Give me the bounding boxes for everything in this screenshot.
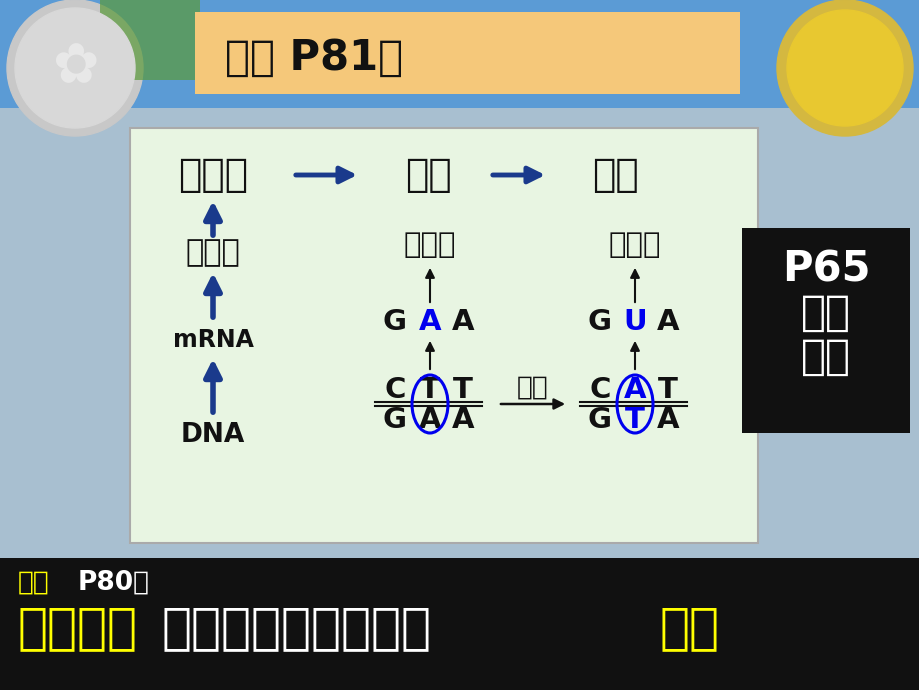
Text: A: A <box>451 406 473 434</box>
Text: DNA: DNA <box>181 422 244 448</box>
Text: G: G <box>382 308 406 336</box>
Text: G: G <box>587 406 611 434</box>
Text: 氨基酸: 氨基酸 <box>186 239 240 268</box>
Text: ：基因中一对碱基被: ：基因中一对碱基被 <box>162 604 432 652</box>
Text: mRNA: mRNA <box>173 328 253 352</box>
Bar <box>100 0 199 80</box>
Text: U: U <box>622 308 646 336</box>
Bar <box>0 558 919 690</box>
Text: 记录: 记录 <box>18 570 50 596</box>
Circle shape <box>786 10 902 126</box>
Text: A: A <box>451 308 473 336</box>
Text: A: A <box>418 406 441 434</box>
Text: 谷氨酸: 谷氨酸 <box>403 231 456 259</box>
Text: T: T <box>624 406 644 434</box>
Bar <box>0 0 919 120</box>
Bar <box>0 108 919 130</box>
Text: 密码: 密码 <box>800 292 850 334</box>
Text: ✿: ✿ <box>51 41 98 95</box>
Text: G: G <box>587 308 611 336</box>
Text: 正常: 正常 <box>404 156 451 194</box>
Circle shape <box>7 0 142 136</box>
Text: G: G <box>382 406 406 434</box>
Circle shape <box>15 8 135 128</box>
Text: 异常: 异常 <box>591 156 638 194</box>
Text: A: A <box>623 376 645 404</box>
Text: T: T <box>452 376 472 404</box>
Text: 缬氨酸: 缬氨酸 <box>608 231 661 259</box>
Text: 替换: 替换 <box>659 604 720 652</box>
Text: C: C <box>384 376 405 404</box>
Text: T: T <box>420 376 439 404</box>
Text: P65: P65 <box>781 248 869 290</box>
Text: 子表: 子表 <box>800 336 850 378</box>
Text: T: T <box>657 376 677 404</box>
Circle shape <box>777 0 912 136</box>
Text: 填写 P81：: 填写 P81： <box>225 37 403 79</box>
Text: 蛋白质: 蛋白质 <box>177 156 248 194</box>
Bar <box>742 228 909 433</box>
Text: A: A <box>656 308 678 336</box>
Text: P80：: P80： <box>78 570 150 596</box>
Text: 根本原因: 根本原因 <box>18 604 138 652</box>
Bar <box>195 12 739 94</box>
Text: C: C <box>589 376 610 404</box>
Text: A: A <box>418 308 441 336</box>
Text: 替换: 替换 <box>516 375 549 401</box>
Text: A: A <box>656 406 678 434</box>
Bar <box>130 128 757 543</box>
